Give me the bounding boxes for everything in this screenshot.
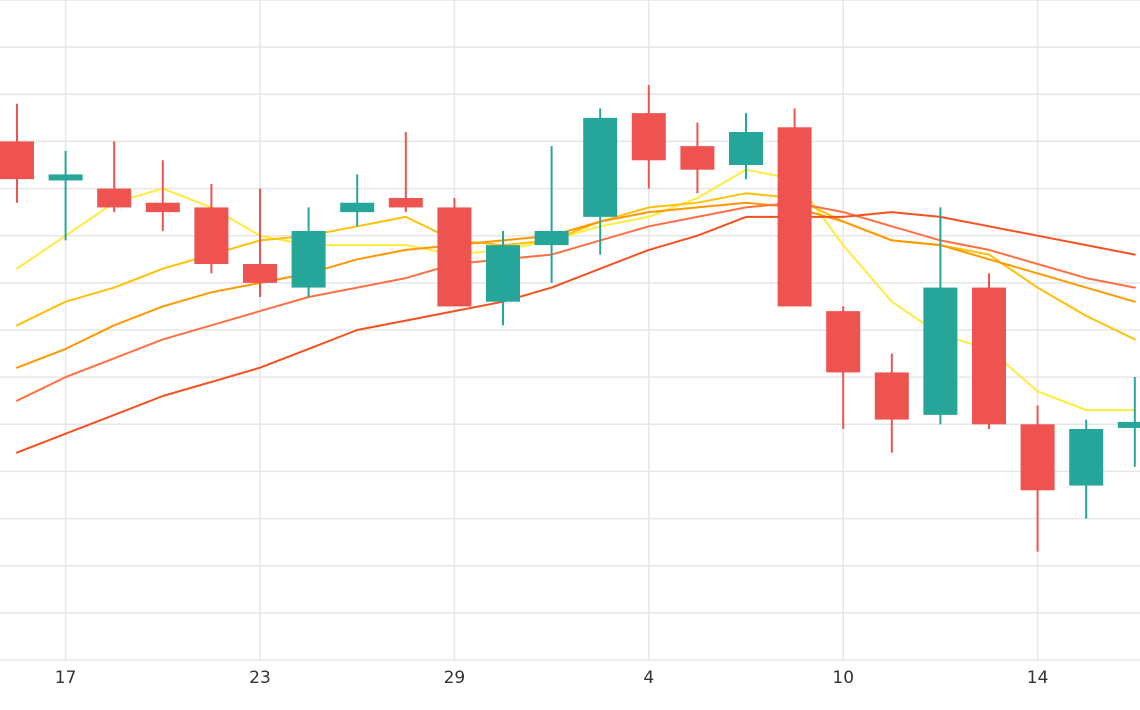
candle-body — [1020, 424, 1055, 491]
candle — [972, 273, 1006, 429]
x-tick-label: 14 — [1027, 668, 1049, 688]
candle-layer — [0, 84, 1140, 552]
candle — [388, 132, 423, 213]
candle-body — [826, 311, 861, 373]
candle-body — [48, 174, 83, 181]
candle — [583, 108, 618, 255]
candle-body — [291, 231, 326, 288]
candle — [97, 141, 132, 213]
candle-body — [1069, 429, 1104, 486]
candle — [923, 207, 958, 425]
candle-body — [437, 207, 472, 307]
candle — [486, 231, 520, 326]
candle — [291, 207, 326, 297]
candle-body — [340, 202, 375, 213]
candle — [145, 160, 180, 231]
candle — [1020, 405, 1055, 552]
candle-body — [486, 245, 520, 302]
candle-body — [194, 207, 229, 264]
moving-average-line-3 — [16, 201, 1136, 369]
candle — [777, 108, 812, 307]
grid-layer — [0, 0, 1140, 661]
moving-average-line-2 — [16, 192, 1136, 341]
x-tick-label: 23 — [249, 668, 271, 688]
moving-average-layer — [16, 168, 1136, 454]
candle-body — [1117, 421, 1140, 428]
candle-body — [243, 264, 277, 283]
candle — [1117, 377, 1140, 467]
candle-body — [729, 132, 763, 165]
candle-body — [97, 188, 132, 208]
x-tick-label: 29 — [444, 668, 466, 688]
candle-body — [0, 141, 34, 180]
candle — [680, 122, 715, 194]
candle — [0, 103, 34, 203]
candle — [729, 113, 763, 180]
candle-body — [388, 198, 423, 208]
candle-body — [680, 146, 715, 170]
candle — [874, 353, 909, 453]
moving-average-line-4 — [16, 201, 1136, 402]
candle — [340, 174, 375, 227]
candle — [534, 146, 569, 283]
candle — [194, 183, 229, 274]
moving-average-line-5 — [16, 211, 1136, 454]
candle-body — [972, 287, 1006, 425]
candle — [243, 188, 277, 297]
moving-average-line-1 — [16, 168, 1136, 412]
candle — [631, 84, 666, 189]
candle-body — [777, 127, 812, 307]
candle-body — [534, 231, 569, 246]
candle — [48, 150, 83, 241]
x-axis: 17 23 29 4 10 14 — [55, 668, 1049, 688]
candle-body — [874, 372, 909, 420]
candle-body — [583, 117, 618, 217]
candle-body — [145, 202, 180, 213]
candle-body — [631, 113, 666, 161]
x-tick-label: 10 — [832, 668, 854, 688]
candle-body — [923, 287, 958, 415]
x-tick-label: 17 — [55, 668, 77, 688]
x-tick-label: 4 — [643, 668, 654, 688]
candle — [437, 198, 472, 307]
candle — [826, 306, 861, 429]
candle — [1069, 419, 1104, 519]
